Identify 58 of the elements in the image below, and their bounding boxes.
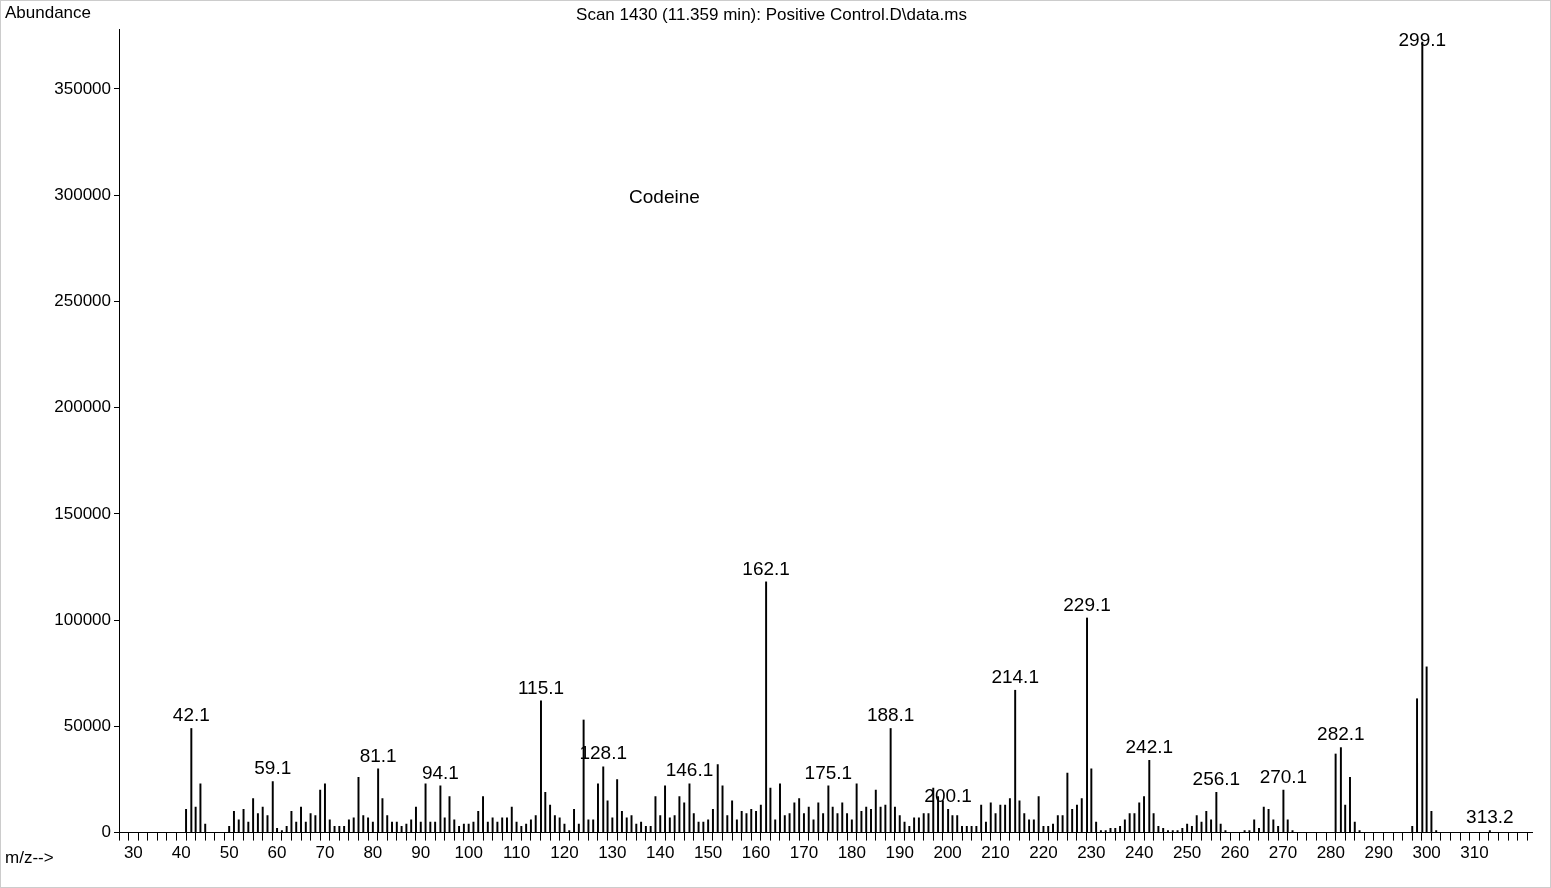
annotation: 188.1 [866,704,915,726]
x-tick-label: 280 [1316,843,1346,863]
x-tick-label: 230 [1077,843,1106,863]
y-tick-label: 300000 [54,184,111,204]
x-tick-label: 70 [315,843,335,863]
y-tick-label: 200000 [54,397,111,417]
x-tick-label: 220 [1029,843,1058,863]
x-tick-label: 110 [503,843,531,863]
y-tick-label: 350000 [54,78,111,98]
annotation: 229.1 [1063,593,1111,615]
x-tick-label: 250 [1172,843,1202,863]
x-tick-label: 60 [267,843,287,863]
x-tick-label: 100 [454,843,483,863]
annotation: 175.1 [804,761,853,783]
x-tick-label: 40 [171,843,191,863]
annotation: 282.1 [1317,723,1365,745]
chart-title: Scan 1430 (11.359 min): Positive Control.D\data.ms [576,4,967,24]
x-tick-label: 210 [981,843,1010,863]
annotation: 242.1 [1125,736,1174,758]
y-tick-label: 150000 [54,503,111,523]
annotation: 81.1 [359,744,397,766]
annotation: 59.1 [254,757,292,779]
x-tick-label: 290 [1364,843,1393,863]
x-tick-label: 190 [885,843,914,863]
x-tick-label: 300 [1412,843,1441,863]
x-tick-label: 90 [411,843,431,863]
x-tick-label: 180 [837,843,867,863]
x-tick-label: 240 [1125,843,1154,863]
x-tick-label: 120 [550,843,579,863]
annotation: Codeine [629,186,700,208]
x-tick-label: 80 [363,843,383,863]
annotation: 162.1 [742,557,790,579]
y-tick-label: 100000 [54,609,111,629]
annotation: 270.1 [1259,765,1308,787]
annotation: 214.1 [991,665,1039,687]
annotation: 299.1 [1398,29,1447,51]
x-axis-title: m/z--> [5,848,54,868]
y-axis-title: Abundance [5,3,92,23]
x-tick-label: 310 [1460,843,1489,863]
x-tick-label: 260 [1220,843,1250,863]
x-tick-label: 140 [646,843,675,863]
annotation: 313.2 [1466,806,1514,828]
annotation: 115.1 [517,676,565,698]
annotation: 94.1 [421,761,459,783]
x-tick-label: 160 [741,843,771,863]
x-tick-label: 170 [789,843,819,863]
annotation: 42.1 [172,704,210,726]
y-tick-label: 50000 [63,716,111,736]
y-tick-label: 250000 [54,291,111,311]
y-tick-label: 0 [101,822,111,842]
annotation: 256.1 [1192,767,1241,789]
x-tick-label: 130 [598,843,627,863]
x-tick-label: 270 [1268,843,1298,863]
x-tick-label: 30 [123,843,143,863]
x-tick-label: 50 [219,843,239,863]
x-tick-label: 200 [933,843,962,863]
x-tick-label: 150 [693,843,723,863]
annotation: 146.1 [665,759,714,781]
